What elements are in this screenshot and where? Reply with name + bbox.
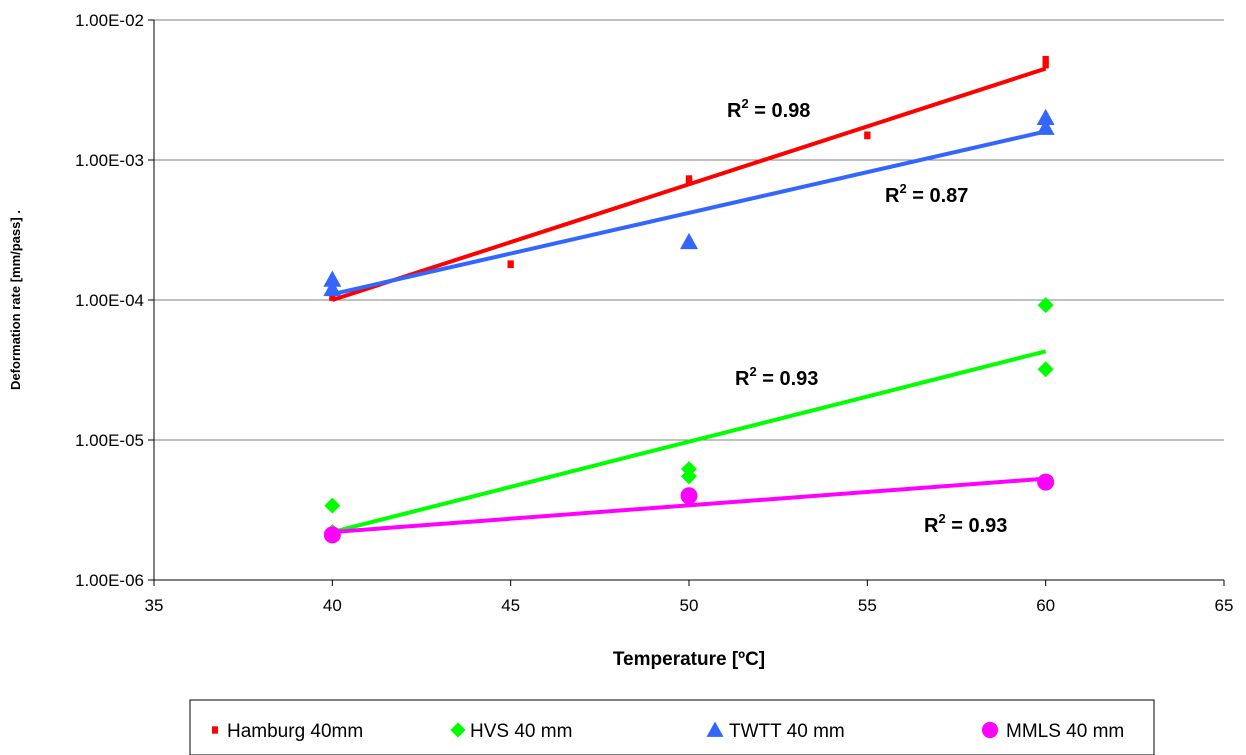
r2-label: R2 = 0.87 <box>885 181 968 207</box>
r2-label: R2 = 0.93 <box>924 511 1007 537</box>
data-point <box>507 260 514 269</box>
data-point <box>685 175 693 183</box>
legend-marker <box>212 726 218 734</box>
x-tick-label: 55 <box>858 596 877 615</box>
y-axis-title: Deformation rate [mm/pass] . <box>8 210 23 390</box>
data-point <box>1036 108 1055 126</box>
x-tick-labels: 35 40 45 50 55 60 65 <box>145 580 1234 615</box>
data-point <box>323 270 342 287</box>
legend: Hamburg 40mm HVS 40 mm TWTT 40 mm MMLS 40 m… <box>189 699 1155 755</box>
data-point <box>1037 473 1055 491</box>
y-tick-label: 1.00E-06 <box>75 571 144 590</box>
legend-marker <box>450 722 466 738</box>
data-point <box>1036 118 1055 135</box>
r2-label: R2 = 0.98 <box>727 96 810 122</box>
legend-label: Hamburg 40mm <box>227 721 363 742</box>
legend-marker <box>981 721 999 739</box>
x-tick-label: 50 <box>680 596 699 615</box>
x-tick-label: 40 <box>323 596 342 615</box>
y-tick-label: 1.00E-02 <box>75 11 144 30</box>
trendline <box>331 349 1047 534</box>
legend-label: MMLS 40 mm <box>1006 721 1124 742</box>
data-point <box>1042 55 1049 64</box>
r2-labels: R2 = 0.98 R2 = 0.87 R2 = 0.93 R2 = 0.93 <box>727 96 1007 537</box>
legend-marker <box>706 721 724 737</box>
x-axis-title: Temperature [ºC] <box>613 649 765 670</box>
data-point <box>1037 297 1054 314</box>
y-tick-label: 1.00E-03 <box>75 151 144 170</box>
legend-label: TWTT 40 mm <box>729 721 845 742</box>
data-point <box>1037 361 1054 378</box>
data-point <box>323 526 341 544</box>
data-point <box>329 293 336 301</box>
data-point <box>864 131 871 140</box>
data-point <box>680 232 698 250</box>
x-tick-label: 65 <box>1215 596 1234 615</box>
data-points <box>323 55 1055 544</box>
legend-label: HVS 40 mm <box>470 721 572 742</box>
x-tick-label: 45 <box>501 596 520 615</box>
y-tick-label: 1.00E-05 <box>75 431 144 450</box>
r2-label: R2 = 0.93 <box>735 364 818 390</box>
gridlines <box>154 19 1224 441</box>
data-point <box>680 487 698 505</box>
y-tick-label: 1.00E-04 <box>75 291 144 310</box>
data-point <box>1042 60 1049 69</box>
x-tick-label: 35 <box>145 596 164 615</box>
trendline <box>331 129 1047 297</box>
trendlines <box>331 66 1047 535</box>
data-point <box>324 497 341 514</box>
data-point <box>681 468 697 485</box>
y-tick-labels: 1.00E-06 1.00E-05 1.00E-04 1.00E-03 1.00E-02 <box>75 11 154 590</box>
data-point <box>323 279 342 297</box>
trendline <box>332 476 1046 535</box>
x-tick-label: 60 <box>1036 596 1055 615</box>
